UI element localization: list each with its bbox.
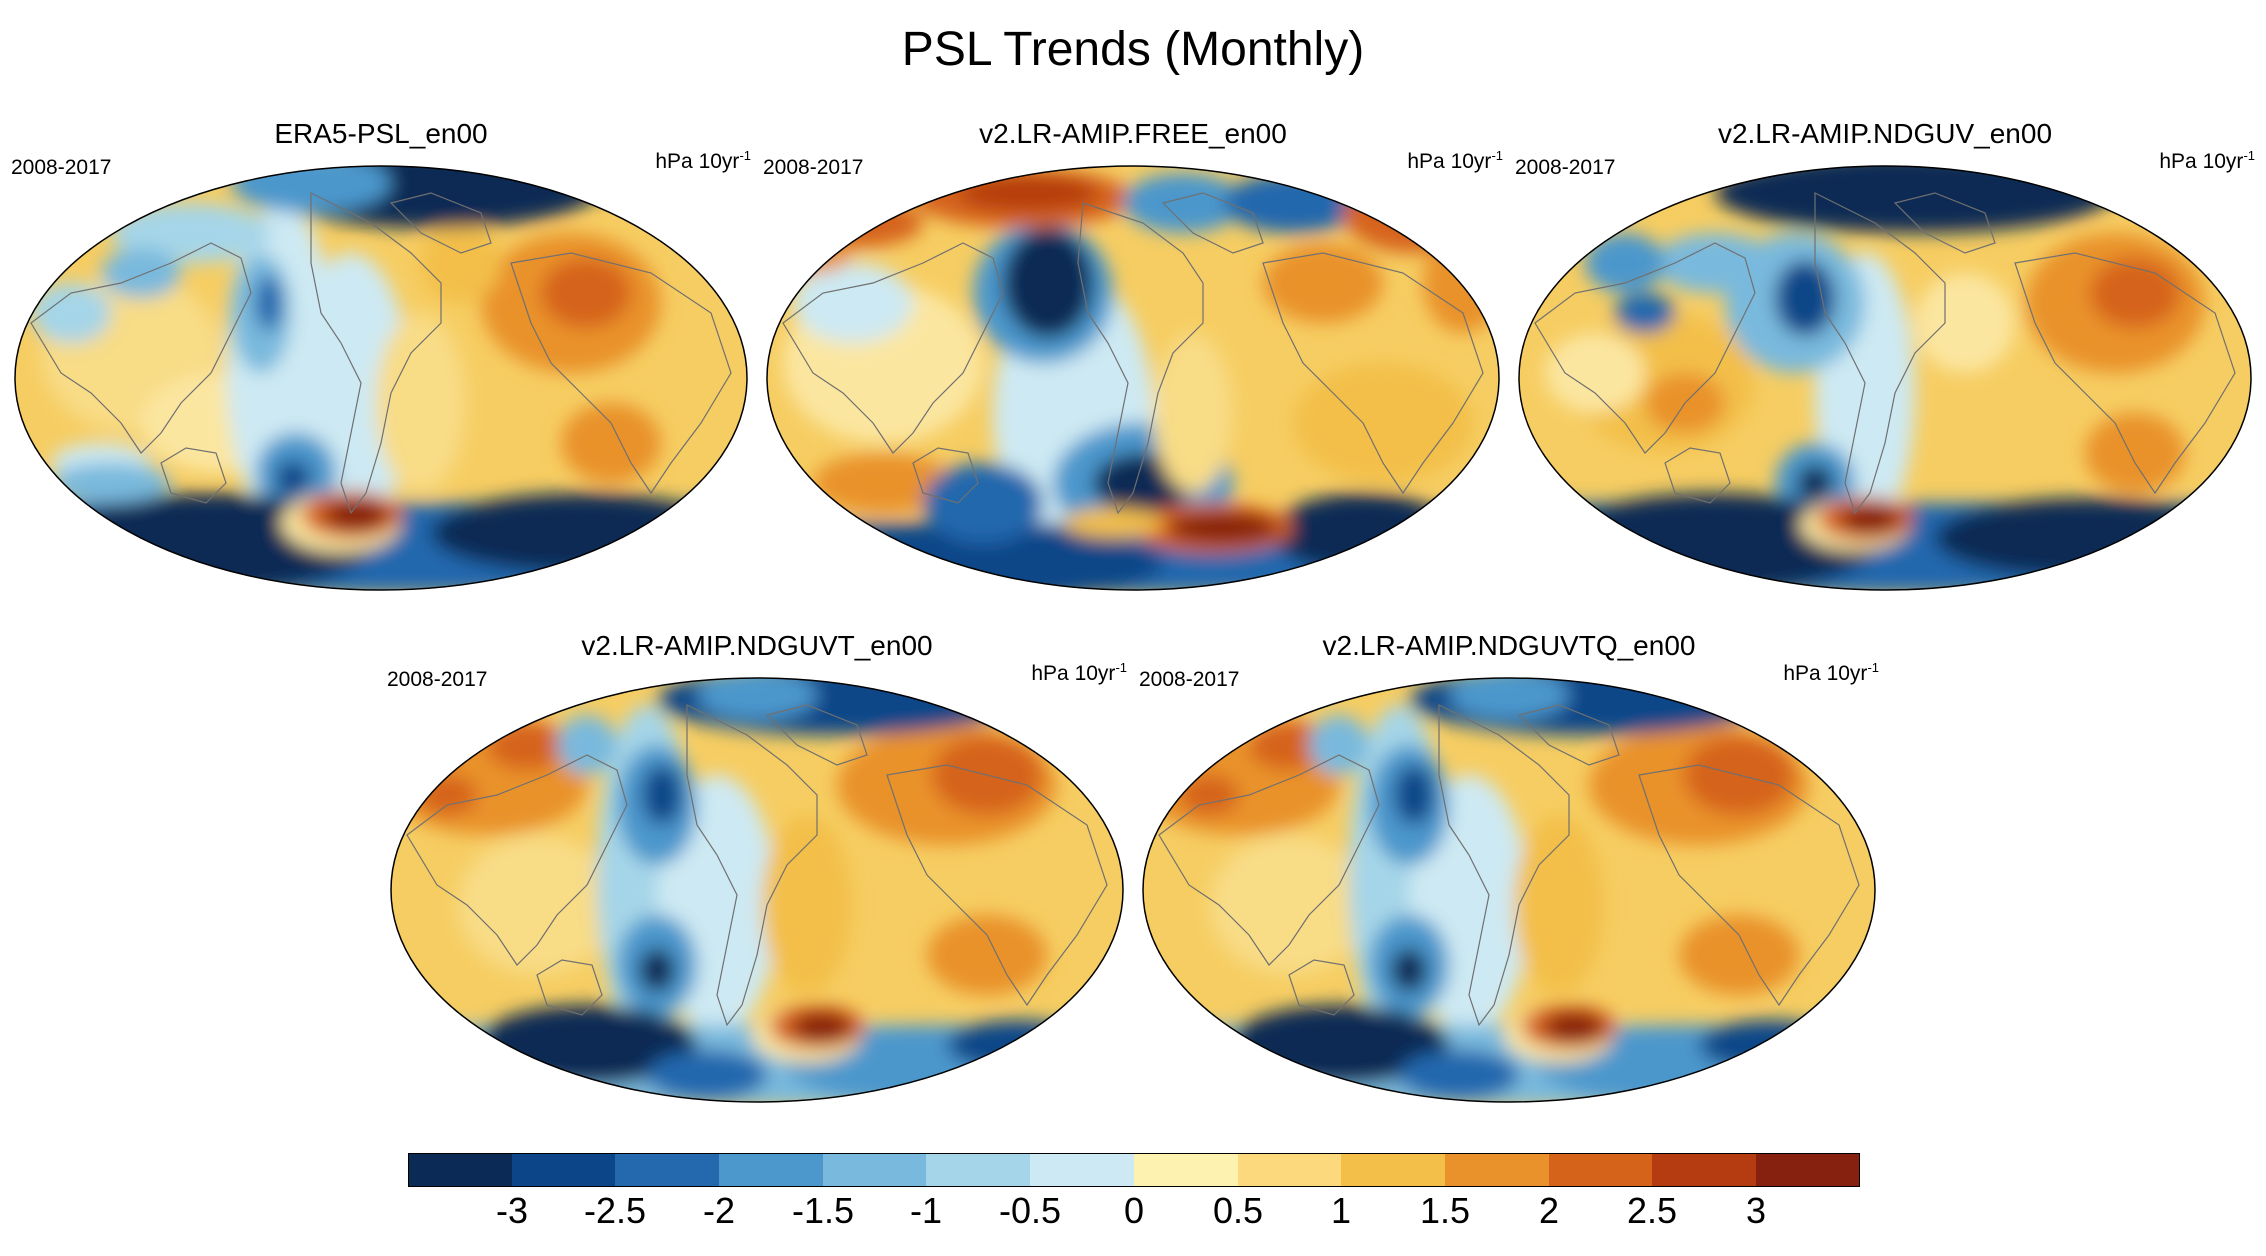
figure-title: PSL Trends (Monthly) [901, 23, 1365, 76]
map-panel-ndguvtq: v2.LR-AMIP.NDGUVTQ_en00 2008-2017 hPa 10… [1139, 630, 1879, 1103]
colorbar [408, 1153, 1860, 1187]
colorbar-segment [719, 1153, 823, 1187]
psl-trend-map [14, 165, 748, 591]
psl-trend-map [1518, 165, 2252, 591]
colorbar-tick-label: 3 [1745, 1190, 1767, 1231]
colorbar-tick-label: 0 [1123, 1190, 1145, 1231]
map-panel-era5: ERA5-PSL_en00 2008-2017 hPa 10yr-1 [11, 118, 751, 591]
colorbar-segment [926, 1153, 1030, 1187]
panel-title: v2.LR-AMIP.FREE_en00 [979, 118, 1287, 149]
panel-units: hPa 10yr-1 [1407, 148, 1503, 173]
colorbar-segment [1445, 1153, 1549, 1187]
panel-title: v2.LR-AMIP.NDGUVT_en00 [581, 630, 933, 661]
psl-trend-map [1142, 677, 1876, 1103]
map-panel-ndguv: v2.LR-AMIP.NDGUV_en00 2008-2017 hPa 10yr… [1515, 118, 2255, 591]
colorbar-segment [512, 1153, 616, 1187]
colorbar-tick-label: 1.5 [1419, 1190, 1471, 1231]
panel-units: hPa 10yr-1 [1783, 660, 1879, 685]
panel-units: hPa 10yr-1 [655, 148, 751, 173]
panel-period: 2008-2017 [11, 156, 112, 179]
map-panel-ndguvt: v2.LR-AMIP.NDGUVT_en00 2008-2017 hPa 10y… [387, 630, 1127, 1103]
panel-period: 2008-2017 [1515, 156, 1616, 179]
map-panel-free: v2.LR-AMIP.FREE_en00 2008-2017 hPa 10yr-… [763, 118, 1503, 591]
colorbar-tick-label: -2 [702, 1190, 735, 1231]
panel-period: 2008-2017 [763, 156, 864, 179]
colorbar-tick-label: -2.5 [583, 1190, 647, 1231]
colorbar-tick-label: -1 [909, 1190, 942, 1231]
panel-title: v2.LR-AMIP.NDGUV_en00 [1717, 118, 2053, 149]
colorbar-border [408, 1153, 1860, 1187]
panel-title: v2.LR-AMIP.NDGUVTQ_en00 [1322, 630, 1696, 661]
colorbar-segment [823, 1153, 927, 1187]
colorbar-tick-label: 1 [1330, 1190, 1352, 1231]
colorbar-segment [1238, 1153, 1342, 1187]
colorbar-tick-label: -0.5 [998, 1190, 1062, 1231]
colorbar-tick-label: 2.5 [1626, 1190, 1678, 1231]
colorbar-segment [615, 1153, 719, 1187]
colorbar-segment [1652, 1153, 1756, 1187]
colorbar-segment [1030, 1153, 1134, 1187]
panel-units: hPa 10yr-1 [1031, 660, 1127, 685]
panel-units: hPa 10yr-1 [2159, 148, 2255, 173]
colorbar-segment [1134, 1153, 1238, 1187]
colorbar-tick-label: -1.5 [791, 1190, 855, 1231]
colorbar-tick-label: 0.5 [1212, 1190, 1264, 1231]
colorbar-segment [1756, 1153, 1860, 1187]
panel-period: 2008-2017 [387, 668, 488, 691]
colorbar-segment [1341, 1153, 1445, 1187]
psl-trend-map [766, 165, 1500, 591]
colorbar-tick-label: -3 [495, 1190, 528, 1231]
psl-trend-map [390, 677, 1124, 1103]
panel-period: 2008-2017 [1139, 668, 1240, 691]
colorbar-segment [408, 1153, 512, 1187]
colorbar-segment [1549, 1153, 1653, 1187]
panel-title: ERA5-PSL_en00 [274, 118, 488, 149]
colorbar-tick-label: 2 [1538, 1190, 1560, 1231]
